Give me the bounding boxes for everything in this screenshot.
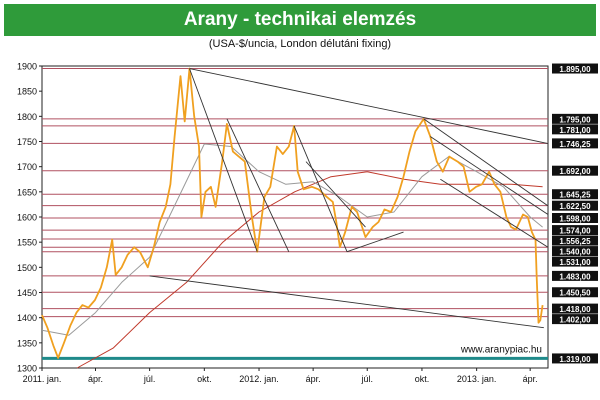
x-tick-label: ápr.: [306, 374, 321, 384]
level-label: 1.450,50: [559, 289, 591, 298]
trendline: [430, 136, 549, 215]
level-label-box: [552, 246, 598, 257]
y-tick-label: 1850: [17, 87, 37, 97]
level-label-box: [552, 213, 598, 224]
level-label-box: [552, 314, 598, 325]
plot-frame: [41, 65, 549, 369]
level-label-box: [552, 63, 598, 74]
trendline: [293, 125, 348, 252]
x-tick-label: ápr.: [523, 374, 538, 384]
level-label: 1.746,25: [559, 140, 591, 149]
x-tick-label: 2012. jan.: [239, 374, 279, 384]
level-label: 1.781,00: [559, 126, 591, 135]
level-label-box: [552, 353, 598, 364]
level-label: 1.692,00: [559, 167, 591, 176]
trendline: [189, 68, 549, 144]
y-tick-label: 1600: [17, 213, 37, 223]
level-label: 1.483,00: [559, 272, 591, 281]
y-tick-label: 1700: [17, 162, 37, 172]
x-tick-label: júl.: [143, 374, 156, 384]
trendline: [189, 68, 258, 252]
level-label-box: [552, 235, 598, 246]
level-label: 1.418,00: [559, 305, 591, 314]
trendline: [423, 118, 549, 207]
level-label: 1.574,00: [559, 227, 591, 236]
level-label: 1.402,00: [559, 316, 591, 325]
trendline: [149, 275, 544, 329]
level-label: 1.556,25: [559, 237, 591, 246]
level-label-box: [552, 287, 598, 298]
trendline: [346, 231, 404, 253]
level-label: 1.895,00: [559, 65, 591, 74]
price-line: [41, 67, 544, 359]
trendline: [440, 178, 549, 248]
level-label: 1.598,00: [559, 215, 591, 224]
y-tick-label: 1450: [17, 288, 37, 298]
y-tick-label: 1900: [17, 62, 37, 72]
x-tick-label: 2013. jan.: [457, 374, 497, 384]
level-label-box: [552, 189, 598, 200]
y-tick-label: 1350: [17, 338, 37, 348]
plot-area: [41, 65, 549, 369]
level-label-box: [552, 200, 598, 211]
level-label-box: [552, 270, 598, 281]
level-label-box: [552, 113, 598, 124]
x-tick-label: okt.: [197, 374, 212, 384]
y-axis: 1300 1350 1400 1450 1500 1550 1600 1650 1700 1750…: [17, 62, 42, 374]
level-labels: 1.895,00 1.795,00 1.781,00 1.746,25 1.692,00…: [552, 63, 598, 364]
level-label: 1.319,00: [559, 355, 591, 364]
y-tick-label: 1800: [17, 112, 37, 122]
chart-subtitle: (USA-$/uncia, London délutáni fixing): [208, 38, 392, 50]
level-label: 1.531,00: [559, 258, 591, 267]
trendline: [226, 118, 290, 252]
chart-title: Arany - technikai elemzés: [4, 4, 596, 36]
trendline: [305, 161, 366, 228]
series-group: [41, 67, 544, 369]
level-label-box: [552, 256, 598, 267]
x-axis: 2011. jan. ápr. júl. okt. 2012. jan. ápr. júl.…: [23, 368, 538, 384]
x-tick-label: 2011. jan.: [23, 374, 62, 384]
long-average-line: [76, 171, 543, 369]
level-label-box: [552, 225, 598, 236]
level-label-box: [552, 165, 598, 176]
level-label-box: [552, 138, 598, 149]
y-tick-label: 1500: [17, 263, 37, 273]
y-tick-label: 1650: [17, 187, 37, 197]
level-label: 1.622,50: [559, 202, 591, 211]
level-label-box: [552, 303, 598, 314]
level-label-box: [552, 124, 598, 135]
level-label: 1.540,00: [559, 248, 591, 257]
y-tick-label: 1300: [17, 364, 37, 374]
watermark-text: www.aranypiac.hu: [460, 344, 542, 355]
y-tick-label: 1400: [17, 313, 37, 323]
short-average-line: [41, 143, 543, 336]
trendlines: [149, 68, 549, 329]
x-tick-label: okt.: [415, 374, 430, 384]
y-tick-label: 1550: [17, 238, 37, 248]
x-tick-label: ápr.: [88, 374, 103, 384]
level-label: 1.795,00: [559, 115, 591, 124]
y-tick-label: 1750: [17, 137, 37, 147]
level-label: 1.645,25: [559, 191, 591, 200]
x-tick-label: júl.: [360, 374, 373, 384]
